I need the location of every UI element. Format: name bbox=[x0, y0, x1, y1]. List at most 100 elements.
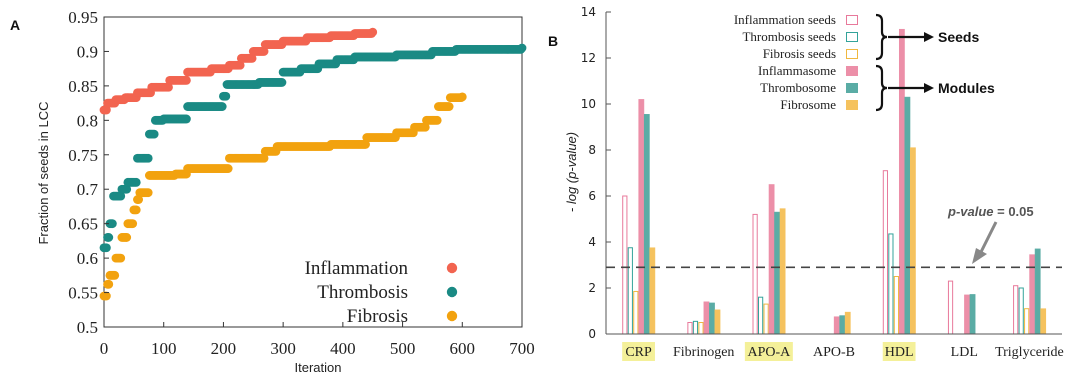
data-point bbox=[164, 82, 173, 92]
y-tick-label: 12 bbox=[581, 51, 596, 65]
data-point bbox=[217, 102, 227, 111]
data-point bbox=[107, 219, 117, 229]
legend-label: Fibrosome bbox=[780, 97, 836, 112]
y-tick-label: 0.6 bbox=[77, 249, 98, 268]
panel-a-legend: Inflammation Thrombosis Fibrosis bbox=[305, 258, 458, 327]
bar bbox=[904, 96, 911, 335]
y-tick-label: 0.65 bbox=[68, 215, 98, 234]
panel-b-threshold: p-value = 0.05 bbox=[606, 204, 1062, 269]
panel-b-bars bbox=[622, 28, 1047, 335]
category-label: APO-B bbox=[813, 345, 855, 360]
bar bbox=[703, 301, 710, 335]
data-point bbox=[444, 102, 454, 111]
legend-group-label: Modules bbox=[938, 80, 995, 96]
bar bbox=[638, 99, 645, 335]
legend-marker bbox=[446, 262, 458, 274]
series-inflammation-seeds bbox=[622, 170, 1019, 335]
bar bbox=[964, 294, 970, 335]
legend-label: Thrombosis bbox=[317, 282, 408, 303]
legend-swatch bbox=[846, 83, 858, 93]
data-point bbox=[361, 140, 370, 149]
panel-a-y-ticks: 0.5 0.55 0.6 0.65 0.7 0.75 0.8 0.85 0.9 0.95 bbox=[68, 8, 109, 337]
data-point bbox=[116, 191, 126, 201]
y-tick-label: 0.75 bbox=[68, 146, 98, 165]
data-point bbox=[368, 27, 378, 37]
x-tick-label: 0 bbox=[100, 339, 109, 358]
y-tick-label: 0.8 bbox=[77, 111, 98, 130]
y-tick-label: 0.55 bbox=[68, 284, 98, 303]
data-point bbox=[235, 60, 245, 70]
legend-brace bbox=[875, 13, 888, 61]
legend-swatch bbox=[846, 15, 858, 25]
threshold-arrow-shaft bbox=[978, 221, 998, 255]
panel-a-scatter-chart: A 0 100 200 300 400 500 600 700 0.50.550.60.650… bbox=[10, 8, 535, 375]
category-label: Triglyceride bbox=[995, 345, 1064, 360]
data-point bbox=[221, 91, 231, 101]
panel-b-legend: Inflammation seeds Thrombosis seeds Fibros… bbox=[734, 12, 995, 112]
legend-swatch bbox=[846, 49, 858, 59]
data-point bbox=[110, 270, 120, 280]
data-point bbox=[131, 205, 141, 215]
y-tick-label: 2 bbox=[588, 281, 596, 295]
bar bbox=[898, 28, 905, 335]
legend-label: Fibrosis seeds bbox=[763, 46, 836, 61]
data-point bbox=[134, 195, 144, 204]
y-tick-label: 8 bbox=[588, 143, 596, 157]
bar bbox=[1018, 287, 1024, 335]
panel-a-x-ticks: 0 100 200 300 400 500 600 700 bbox=[100, 322, 535, 358]
bar bbox=[627, 247, 633, 335]
panel-b-axes bbox=[605, 12, 1062, 335]
bar bbox=[768, 184, 775, 335]
legend-label: Fibrosis bbox=[347, 306, 408, 327]
x-tick-label: 600 bbox=[450, 339, 476, 358]
legend-marker bbox=[446, 310, 458, 322]
y-tick-label: 0.7 bbox=[77, 180, 99, 199]
bar bbox=[839, 315, 846, 335]
data-point bbox=[259, 47, 269, 56]
series-thrombosis bbox=[99, 43, 527, 253]
data-point bbox=[149, 129, 159, 139]
category-label: LDL bbox=[951, 345, 978, 360]
threshold-arrow-head bbox=[972, 248, 987, 264]
threshold-label: p-value = 0.05 bbox=[947, 204, 1034, 219]
panel-a-plot-frame bbox=[103, 16, 523, 328]
category-label: Fibrinogen bbox=[673, 345, 734, 360]
bar bbox=[969, 294, 976, 335]
bar bbox=[1024, 308, 1030, 335]
bar bbox=[698, 322, 704, 335]
category-highlight bbox=[744, 342, 793, 361]
legend-arrow-head bbox=[924, 83, 934, 93]
panel-a-x-axis-label: Iteration bbox=[295, 360, 342, 375]
series-fibrosis bbox=[99, 92, 467, 301]
x-tick-label: 700 bbox=[509, 339, 535, 358]
bar bbox=[774, 211, 781, 335]
category-highlight bbox=[882, 342, 916, 361]
category-label: HDL bbox=[885, 345, 914, 360]
bar bbox=[947, 280, 954, 335]
data-point bbox=[101, 243, 111, 253]
bar bbox=[643, 114, 650, 335]
legend-group-label: Seeds bbox=[938, 29, 979, 45]
data-point bbox=[182, 75, 191, 85]
legend-swatch bbox=[846, 66, 858, 76]
x-tick-label: 500 bbox=[390, 339, 416, 358]
legend-swatch bbox=[846, 100, 858, 110]
legend-brace bbox=[875, 64, 888, 112]
bar bbox=[692, 320, 699, 335]
legend-label: Inflammation seeds bbox=[734, 12, 836, 27]
data-point bbox=[457, 92, 467, 102]
data-point bbox=[104, 279, 114, 289]
legend-arrow-head bbox=[924, 32, 934, 42]
legend-marker bbox=[446, 286, 458, 298]
bar bbox=[893, 276, 899, 335]
series-inflammation bbox=[99, 27, 378, 115]
data-point bbox=[277, 78, 287, 87]
bar bbox=[1013, 285, 1019, 335]
data-point bbox=[223, 164, 233, 173]
bar bbox=[752, 213, 758, 335]
panel-b-category-highlights bbox=[622, 342, 916, 361]
threshold-label-prefix: p-value bbox=[947, 204, 994, 219]
bar bbox=[882, 170, 888, 335]
data-point bbox=[122, 184, 132, 194]
